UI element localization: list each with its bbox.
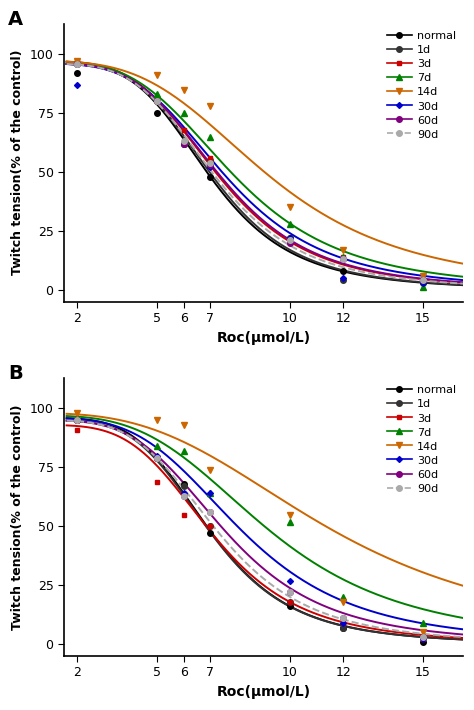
Text: B: B bbox=[8, 364, 23, 383]
Text: A: A bbox=[8, 10, 23, 28]
Legend: normal, 1d, 3d, 7d, 14d, 30d, 60d, 90d: normal, 1d, 3d, 7d, 14d, 30d, 60d, 90d bbox=[383, 380, 461, 498]
Y-axis label: Twitch tension(% of the control): Twitch tension(% of the control) bbox=[11, 50, 24, 275]
Legend: normal, 1d, 3d, 7d, 14d, 30d, 60d, 90d: normal, 1d, 3d, 7d, 14d, 30d, 60d, 90d bbox=[383, 26, 461, 144]
X-axis label: Roc(μmol/L): Roc(μmol/L) bbox=[216, 331, 310, 344]
X-axis label: Roc(μmol/L): Roc(μmol/L) bbox=[216, 685, 310, 699]
Y-axis label: Twitch tension(% of the control): Twitch tension(% of the control) bbox=[11, 404, 24, 630]
